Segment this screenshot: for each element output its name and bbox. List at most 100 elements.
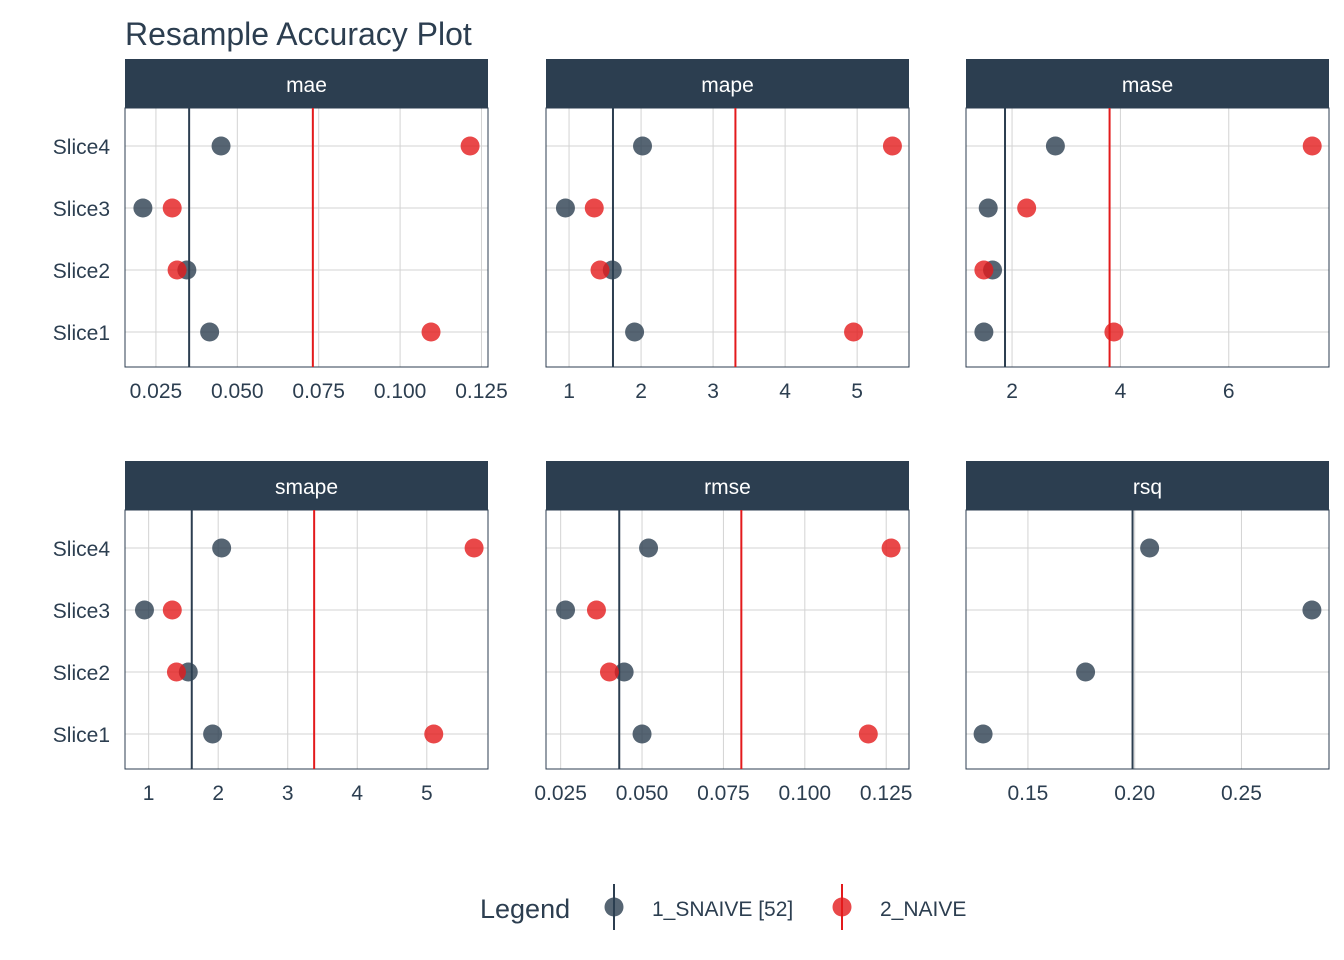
point-mase-s2-Slice4	[1302, 136, 1322, 156]
strip-label-mase: mase	[1122, 74, 1173, 97]
y-tick-label-Slice2-row2: Slice2	[53, 662, 110, 685]
point-rmse-s1-Slice3	[556, 600, 576, 620]
point-smape-s2-Slice4	[464, 538, 484, 558]
x-tick-label-smape-2: 3	[282, 782, 294, 805]
point-mae-s2-Slice2	[167, 260, 187, 280]
point-rsq-s1-Slice1	[973, 724, 993, 744]
x-tick-label-rmse-4: 0.125	[860, 782, 913, 805]
point-mase-s1-Slice1	[974, 322, 994, 342]
point-mase-s2-Slice3	[1017, 198, 1037, 218]
point-mape-s1-Slice4	[633, 136, 653, 156]
strip-rmse	[546, 461, 909, 510]
x-tick-label-rmse-2: 0.075	[697, 782, 750, 805]
point-mase-s1-Slice4	[1045, 136, 1065, 156]
x-tick-label-rmse-0: 0.025	[534, 782, 587, 805]
y-tick-label-Slice1-row1: Slice1	[53, 322, 110, 345]
point-smape-s1-Slice4	[212, 538, 232, 558]
y-tick-label-Slice4-row2: Slice4	[53, 538, 111, 561]
strip-label-mae: mae	[286, 74, 327, 97]
panels-layer: mae 0.025 0.050 0.075 0.100 0.125 Slice1 Slice2…	[53, 59, 1330, 805]
x-tick-label-smape-4: 5	[421, 782, 433, 805]
point-smape-s1-Slice3	[134, 600, 154, 620]
point-mase-s2-Slice1	[1104, 322, 1124, 342]
y-tick-label-Slice3-row2: Slice3	[53, 600, 110, 623]
panel-border-mae	[124, 107, 489, 368]
point-rmse-s1-Slice2	[614, 662, 634, 682]
point-smape-s2-Slice3	[162, 600, 182, 620]
panel-mae: mae 0.025 0.050 0.075 0.100 0.125 Slice1 Slice2…	[53, 59, 508, 403]
legend-key-1	[604, 884, 624, 930]
point-rsq-s1-Slice3	[1302, 600, 1322, 620]
point-rsq-s1-Slice2	[1076, 662, 1096, 682]
point-rmse-s1-Slice1	[632, 724, 652, 744]
point-mae-s2-Slice4	[460, 136, 480, 156]
panel-mase: mase 2 4 6	[965, 59, 1330, 403]
panel-border-rsq	[965, 509, 1330, 770]
x-tick-label-mape-1: 2	[635, 380, 647, 403]
strip-label-mape: mape	[701, 74, 754, 97]
strip-label-rsq: rsq	[1133, 476, 1162, 499]
point-mae-s1-Slice1	[200, 322, 220, 342]
x-tick-label-rsq-0: 0.15	[1007, 782, 1048, 805]
point-mae-s2-Slice1	[421, 322, 441, 342]
strip-mae	[125, 59, 488, 108]
legend-key-point-1	[604, 897, 624, 917]
strip-mase	[966, 59, 1329, 108]
panel-border-rmse	[545, 509, 910, 770]
x-tick-label-smape-3: 4	[351, 782, 363, 805]
x-tick-label-mase-2: 6	[1223, 380, 1235, 403]
point-rmse-s2-Slice2	[599, 662, 619, 682]
y-tick-label-Slice3-row1: Slice3	[53, 198, 110, 221]
chart-title: Resample Accuracy Plot	[125, 16, 472, 52]
point-rmse-s2-Slice4	[881, 538, 901, 558]
panel-border-mape	[545, 107, 910, 368]
point-mape-s1-Slice1	[625, 322, 645, 342]
x-tick-label-mae-4: 0.125	[455, 380, 508, 403]
legend-label-2: 2_NAIVE	[880, 898, 966, 921]
point-mape-s2-Slice4	[882, 136, 902, 156]
x-tick-label-mape-4: 5	[851, 380, 863, 403]
point-mape-s1-Slice3	[555, 198, 575, 218]
x-tick-label-smape-0: 1	[143, 782, 155, 805]
y-tick-label-Slice4-row1: Slice4	[53, 136, 111, 159]
point-smape-s2-Slice2	[166, 662, 186, 682]
strip-rsq	[966, 461, 1329, 510]
x-tick-label-rmse-3: 0.100	[779, 782, 832, 805]
x-tick-label-mase-1: 4	[1115, 380, 1127, 403]
x-tick-label-mae-3: 0.100	[374, 380, 427, 403]
point-mase-s2-Slice2	[974, 260, 994, 280]
strip-mape	[546, 59, 909, 108]
panel-smape: smape 1 2 3 4 5 Slice1 Slice2 Slice3 Slice4	[53, 461, 489, 805]
x-tick-label-rsq-2: 0.25	[1221, 782, 1262, 805]
x-tick-label-mase-0: 2	[1006, 380, 1018, 403]
point-mae-s2-Slice3	[162, 198, 182, 218]
x-tick-label-smape-1: 2	[212, 782, 224, 805]
strip-smape	[125, 461, 488, 510]
point-rmse-s2-Slice3	[586, 600, 606, 620]
panel-border-smape	[124, 509, 489, 770]
x-tick-label-mae-0: 0.025	[130, 380, 183, 403]
legend-key-point-2	[832, 897, 852, 917]
strip-label-rmse: rmse	[704, 476, 751, 499]
point-mape-s2-Slice1	[844, 322, 864, 342]
y-tick-label-Slice2-row1: Slice2	[53, 260, 110, 283]
x-tick-label-rsq-1: 0.20	[1114, 782, 1155, 805]
point-mape-s2-Slice3	[584, 198, 604, 218]
x-tick-label-mape-2: 3	[707, 380, 719, 403]
point-rmse-s1-Slice4	[639, 538, 659, 558]
legend-title: Legend	[480, 894, 570, 924]
point-mae-s1-Slice4	[211, 136, 231, 156]
point-rsq-s1-Slice4	[1140, 538, 1160, 558]
x-tick-label-rmse-1: 0.050	[616, 782, 669, 805]
legend-key-2	[832, 884, 852, 930]
panel-rsq: rsq 0.15 0.20 0.25	[965, 461, 1330, 805]
point-rmse-s2-Slice1	[858, 724, 878, 744]
panel-mape: mape 1 2 3 4 5	[545, 59, 910, 403]
x-tick-label-mae-2: 0.075	[292, 380, 345, 403]
x-tick-label-mape-0: 1	[563, 380, 575, 403]
x-tick-label-mape-3: 4	[779, 380, 791, 403]
legend-label-1: 1_SNAIVE [52]	[652, 898, 793, 921]
x-tick-label-mae-1: 0.050	[211, 380, 264, 403]
